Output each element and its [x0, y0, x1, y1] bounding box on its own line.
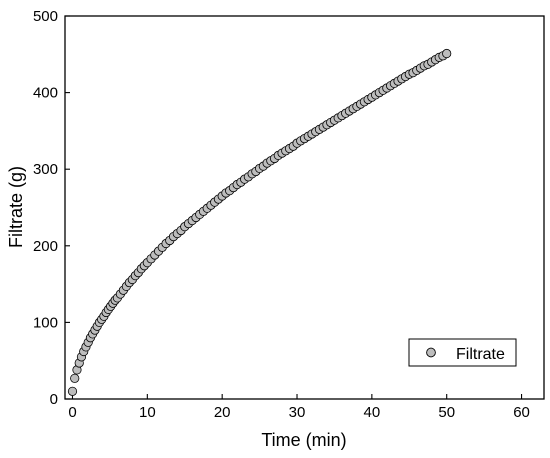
- x-tick-label-20: 20: [214, 404, 231, 421]
- y-tick-label-100: 100: [33, 314, 58, 331]
- y-tick-label-0: 0: [50, 391, 58, 408]
- y-tick-label-400: 400: [33, 85, 58, 102]
- data-point-0-1: [70, 373, 80, 383]
- data-point-0-110: [442, 48, 452, 59]
- plot-frame: [64, 15, 545, 400]
- x-tick-label-60: 60: [513, 404, 530, 421]
- legend: Filtrate: [408, 338, 517, 367]
- y-tick-label-200: 200: [33, 238, 58, 255]
- legend-label: Filtrate: [456, 346, 505, 363]
- legend-box: [408, 338, 517, 367]
- y-tick-label-300: 300: [33, 161, 58, 178]
- x-axis-title: Time (min): [261, 430, 346, 450]
- data-point-0-0: [67, 386, 78, 396]
- legend-marker: [426, 347, 436, 358]
- x-tick-label-40: 40: [364, 404, 381, 421]
- label-layer: 0 10 20 30 40 50 60 0 100 200 300 400 500: [33, 8, 530, 421]
- x-tick-label-10: 10: [139, 404, 156, 421]
- x-tick-label-50: 50: [438, 404, 455, 421]
- x-tick-label-30: 30: [289, 404, 306, 421]
- x-tick-label-0: 0: [68, 404, 76, 421]
- data-points: [67, 48, 452, 396]
- y-axis-title: Filtrate (g): [6, 166, 26, 248]
- y-tick-label-500: 500: [33, 8, 58, 25]
